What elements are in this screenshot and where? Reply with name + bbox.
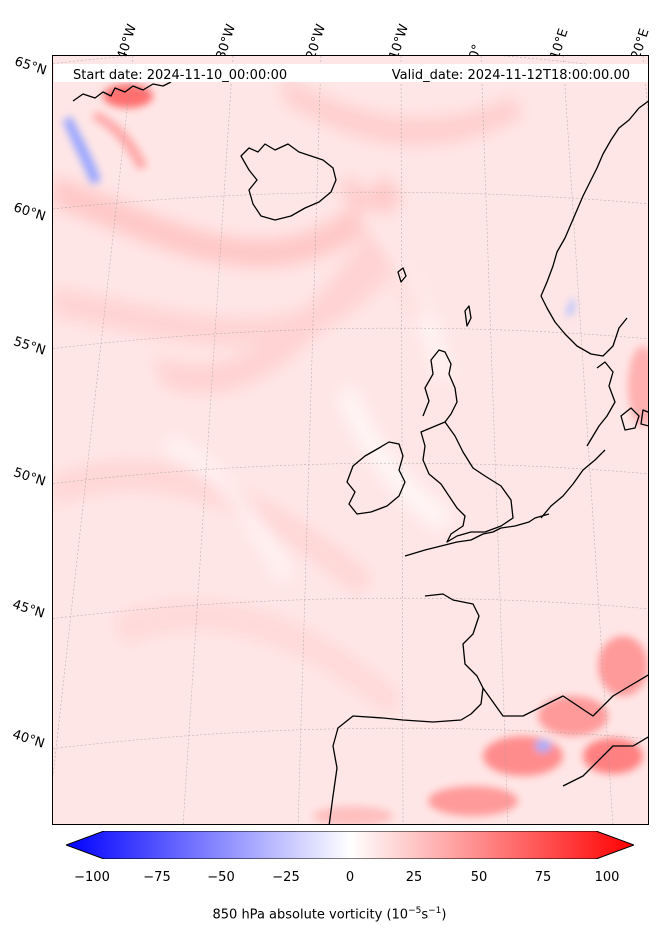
- mediterranean-coast: [482, 674, 648, 717]
- lat-label-55n: 55°N: [11, 334, 48, 359]
- norway-coast: [540, 100, 648, 297]
- colorbar-tick-neg50: −50: [207, 870, 235, 885]
- denmark-islands: [620, 407, 648, 431]
- lat-label-45n: 45°N: [10, 597, 47, 622]
- colorbar-tick-50: 50: [470, 870, 488, 885]
- iceland-coast: [240, 143, 337, 221]
- colorbar-tick-100: 100: [594, 870, 620, 885]
- lat-label-65n: 65°N: [12, 54, 49, 79]
- shetland: [464, 305, 472, 327]
- scotland-coast: [422, 349, 458, 423]
- greenland-coast: [72, 81, 172, 102]
- colorbar-label-mid: s: [421, 907, 429, 923]
- north-africa-coast: [562, 736, 648, 787]
- netherlands-germany-coast: [540, 449, 606, 519]
- colorbar-tick-neg25: −25: [272, 870, 300, 885]
- colorbar-tick-75: 75: [534, 870, 552, 885]
- colorbar-tick-0: 0: [345, 870, 355, 885]
- colorbar-tick-neg75: −75: [143, 870, 171, 885]
- colorbar-tick-25: 25: [405, 870, 423, 885]
- colorbar-label-exp2: −1: [428, 906, 442, 916]
- britain-coast: [420, 421, 514, 543]
- colorbar-label-end: ): [441, 907, 447, 923]
- ireland-coast: [346, 441, 406, 515]
- colorbar-tick-neg100: −100: [74, 870, 110, 885]
- faroe-islands: [397, 267, 407, 283]
- map-panel: Start date: 2024-11-10_00:00:00 Valid_da…: [52, 55, 649, 825]
- colorbar-label-main: 850 hPa absolute vorticity (10: [212, 907, 409, 923]
- colorbar: [66, 831, 634, 859]
- start-date-label: Start date: 2024-11-10_00:00:00: [73, 68, 288, 83]
- denmark-coast: [586, 361, 616, 447]
- lat-label-50n: 50°N: [11, 465, 48, 490]
- vorticity-field: [53, 56, 648, 824]
- colorbar-label-exp1: −5: [408, 906, 422, 916]
- lat-label-60n: 60°N: [11, 200, 48, 225]
- header-band: [54, 64, 648, 82]
- france-spain-coast: [328, 513, 550, 824]
- valid-date-label: Valid_date: 2024-11-12T18:00:00.00: [391, 68, 630, 83]
- lat-label-40n: 40°N: [10, 727, 47, 752]
- norway-south-coast: [540, 295, 628, 357]
- colorbar-bar: [66, 831, 634, 859]
- colorbar-label: 850 hPa absolute vorticity (10−5s−1): [0, 906, 659, 922]
